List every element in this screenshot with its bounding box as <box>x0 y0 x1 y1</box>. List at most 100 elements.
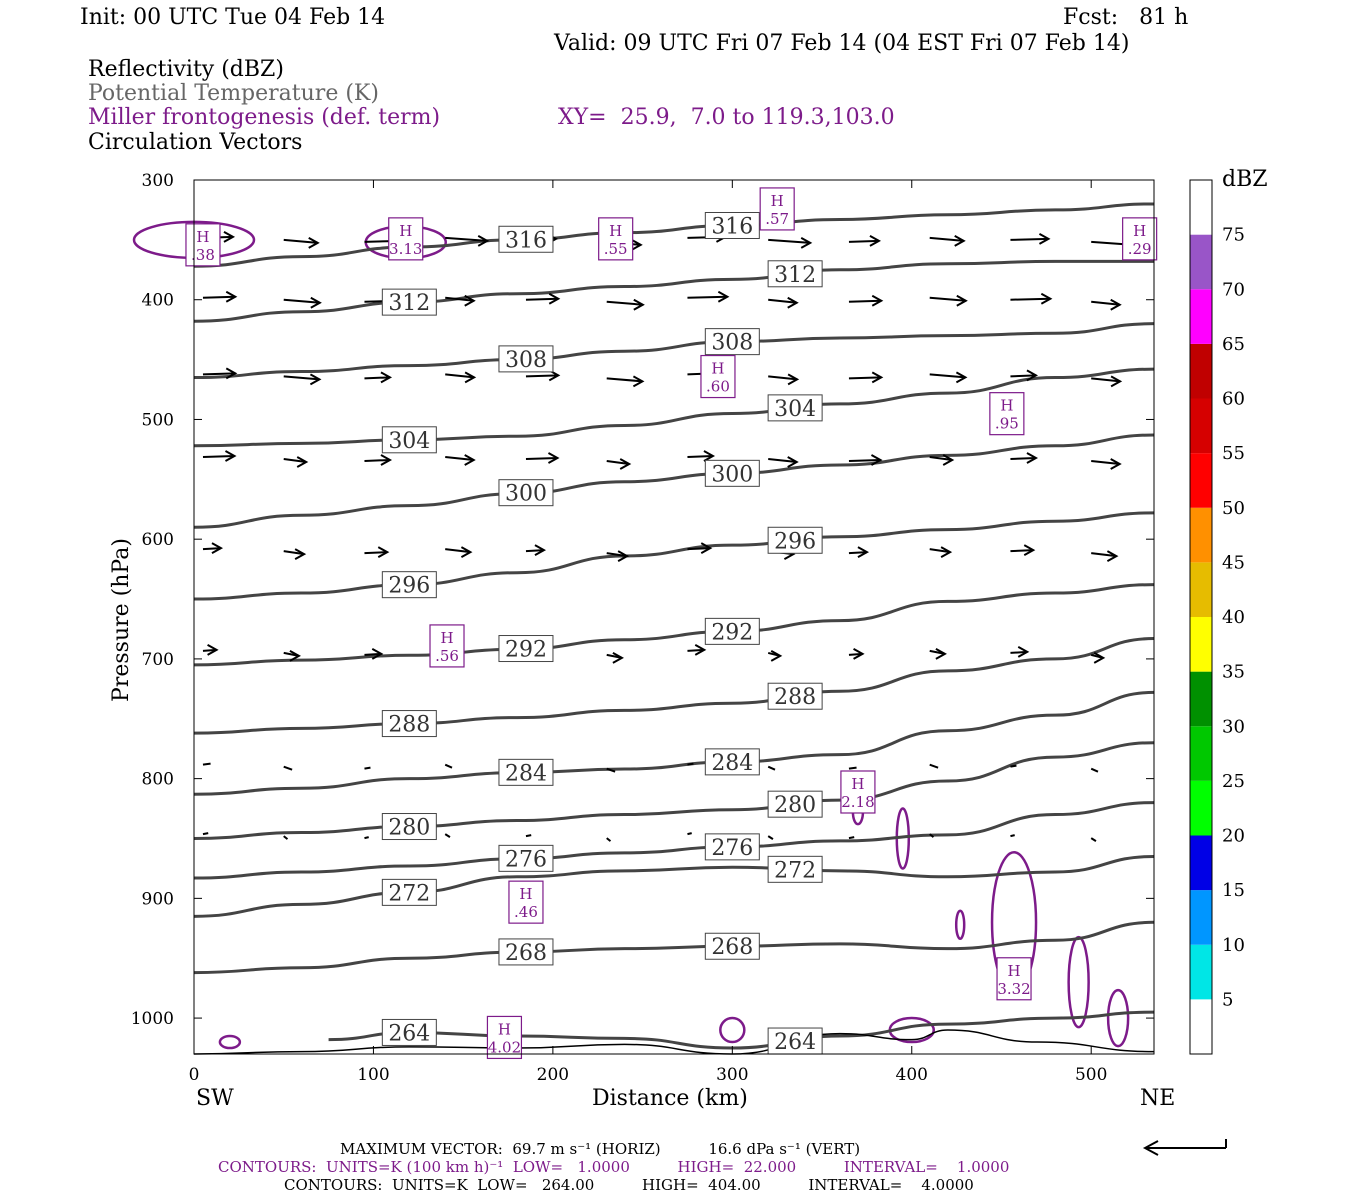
theta-label-box <box>381 426 437 454</box>
fronto-max-h: H <box>1133 222 1146 240</box>
ne-label: NE <box>1140 1086 1176 1111</box>
fronto-max-h: H <box>711 360 724 378</box>
y-tick-label: 1000 <box>131 1009 174 1029</box>
fronto-max-h: H <box>399 222 412 240</box>
circulation-vector <box>687 648 705 652</box>
circulation-vector-head <box>871 294 884 307</box>
circulation-vector <box>606 459 630 465</box>
theta-label: 280 <box>388 816 430 841</box>
circulation-vector <box>1090 837 1097 842</box>
fronto-max-h: H <box>1007 962 1020 980</box>
circulation-vector-head <box>225 367 238 380</box>
theta-label-box <box>498 345 554 373</box>
colorbar-level-label: 60 <box>1222 389 1245 410</box>
fronto-max-value: .46 <box>514 903 538 921</box>
circulation-vector <box>1010 549 1034 553</box>
theta-label: 312 <box>774 263 816 288</box>
circulation-vector-head <box>464 371 477 384</box>
circulation-vector <box>929 296 966 302</box>
colorbar-level-label: 20 <box>1222 826 1245 847</box>
theta-contour-292 <box>193 583 1155 667</box>
fronto-max-value: 3.32 <box>997 980 1030 998</box>
circulation-vector <box>848 299 882 303</box>
cross-section-xy: XY= 25.9, 7.0 to 119.3,103.0 <box>558 105 895 130</box>
colorbar-level-label: 35 <box>1222 662 1245 683</box>
circulation-vector <box>1010 456 1036 460</box>
theta-label: 272 <box>388 881 430 906</box>
colorbar-level-label: 75 <box>1222 225 1245 246</box>
fronto-max-value: .57 <box>765 210 789 228</box>
theta-label: 268 <box>711 935 753 960</box>
circulation-vector <box>202 295 236 299</box>
circulation-vector <box>525 456 558 460</box>
theta-label: 264 <box>774 1030 816 1055</box>
fronto-max-h: H <box>1000 397 1013 415</box>
circulation-vector-head <box>296 456 309 468</box>
circulation-vector <box>606 837 612 842</box>
circulation-vector <box>1010 764 1017 768</box>
theta-label: 284 <box>711 751 753 776</box>
theta-label: 300 <box>505 482 547 507</box>
theta-label: 276 <box>711 836 753 861</box>
theta-label-box <box>381 571 437 599</box>
circulation-vector-head <box>1026 369 1039 382</box>
y-tick-label: 700 <box>142 650 174 670</box>
theta-label: 292 <box>711 620 753 645</box>
fronto-contour <box>218 1034 242 1050</box>
circulation-vector <box>1010 650 1028 654</box>
colorbar-level-label: 10 <box>1222 935 1245 956</box>
circulation-vector-head <box>548 292 561 305</box>
circulation-vector <box>445 455 474 461</box>
theta-contour-276 <box>193 801 1155 880</box>
circulation-vector-head <box>1110 458 1122 470</box>
theta-label-box <box>498 938 554 966</box>
fronto-contour <box>1067 935 1090 1029</box>
circulation-vector-head <box>207 644 219 656</box>
forecast-hour: Fcst: 81 h <box>1063 5 1189 30</box>
circulation-vector-head <box>787 456 799 468</box>
colorbar-swatch <box>1190 780 1212 836</box>
colorbar-level-label: 5 <box>1222 989 1233 1010</box>
circulation-vector <box>929 236 964 242</box>
circulation-vector <box>364 652 382 656</box>
colorbar-swatch <box>1190 289 1212 344</box>
colorbar-swatch <box>1190 671 1212 727</box>
circulation-vector <box>283 238 318 244</box>
circulation-vector-head <box>633 298 645 311</box>
theta-label-box <box>704 459 760 487</box>
circulation-vector-head <box>224 450 237 462</box>
fronto-max-box <box>989 392 1025 436</box>
init-time: Init: 00 UTC Tue 04 Feb 14 <box>80 5 386 30</box>
theta-label-box <box>498 635 554 663</box>
circulation-vector-head <box>1106 550 1119 563</box>
theta-label: 292 <box>505 638 547 663</box>
circulation-vector-head <box>940 546 953 559</box>
circulation-vector-head <box>717 290 730 303</box>
colorbar-level-label: 50 <box>1222 498 1245 519</box>
theta-label: 316 <box>711 214 753 239</box>
circulation-vector-head <box>1023 544 1036 557</box>
circulation-vector <box>283 375 320 381</box>
circulation-vector <box>687 454 713 458</box>
y-tick-label: 800 <box>142 770 174 790</box>
circulation-vector <box>364 766 371 770</box>
theta-contour-312 <box>193 259 1154 323</box>
circulation-vector <box>767 835 774 840</box>
fronto-max-value: 4.02 <box>488 1038 521 1056</box>
circulation-vector <box>687 832 692 836</box>
circulation-vector <box>1090 767 1099 773</box>
circulation-vector <box>364 836 369 840</box>
circulation-vector <box>1091 459 1120 465</box>
contours-fronto-text: CONTOURS: UNITS=K (100 km h)⁻¹ LOW= 1.00… <box>218 1158 1010 1176</box>
colorbar-swatch <box>1190 180 1212 235</box>
circulation-vector <box>283 765 293 771</box>
colorbar-swatch <box>1190 453 1212 508</box>
circulation-vector-head <box>464 454 476 466</box>
theta-contour-268 <box>193 920 1155 975</box>
colorbar-swatch <box>1190 507 1212 563</box>
circulation-vector <box>929 763 939 769</box>
circulation-vector <box>525 374 559 378</box>
theta-label-box <box>767 1027 823 1055</box>
fronto-max-value: .60 <box>706 378 730 396</box>
